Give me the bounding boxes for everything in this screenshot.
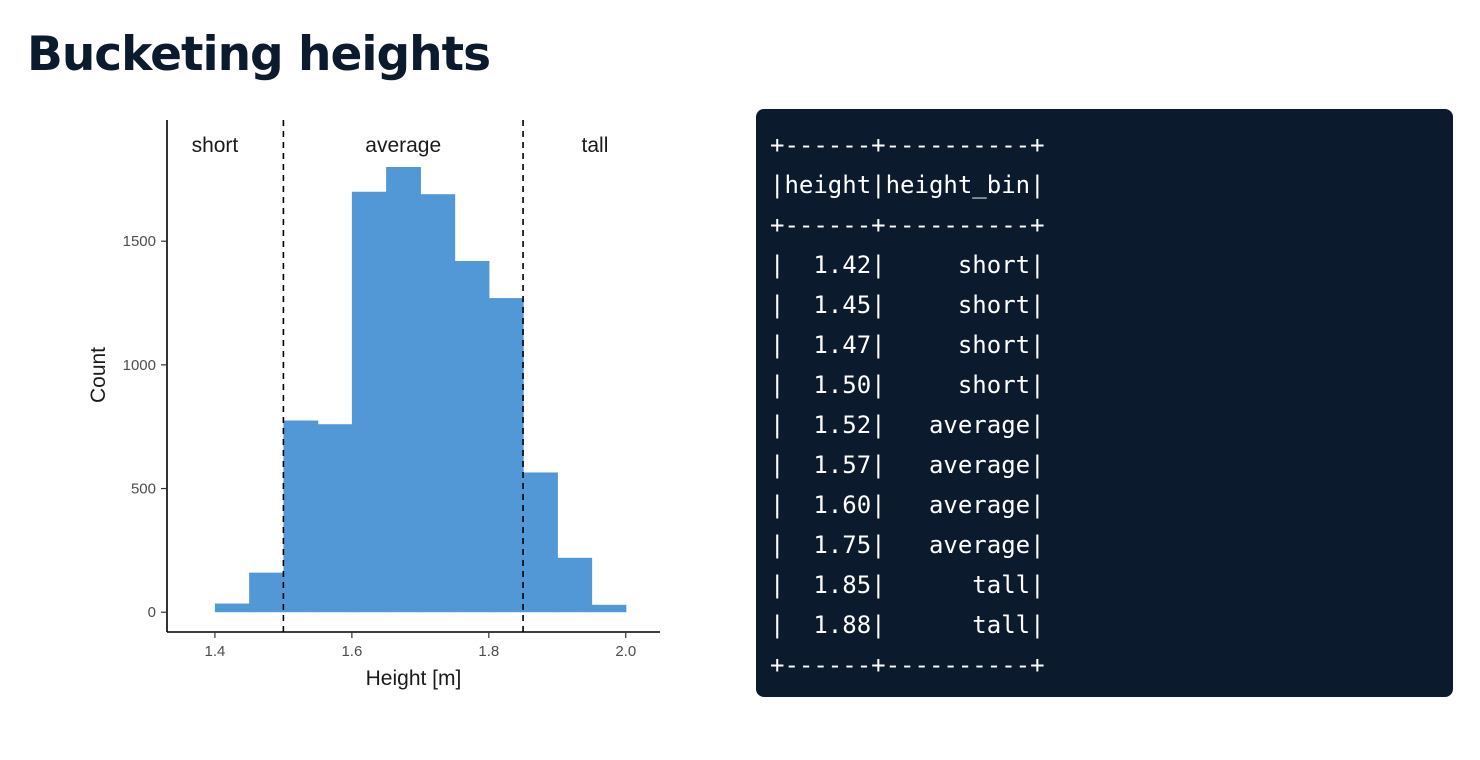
table-row-line: | 1.75| average| (770, 531, 1045, 559)
y-tick-label: 500 (131, 481, 156, 498)
console-output-text: +------+----------+ |height|height_bin| +-… (770, 125, 1045, 685)
table-border-line: +------+----------+ (770, 131, 1045, 159)
slide-title: Bucketing heights (27, 27, 491, 82)
histogram-bar (488, 298, 524, 613)
histogram-bar (557, 557, 593, 613)
histogram-bar (386, 166, 421, 613)
console-output-panel: +------+----------+ |height|height_bin| +-… (756, 109, 1453, 697)
table-row-line: | 1.60| average| (770, 491, 1045, 519)
table-row-line: | 1.45| short| (770, 291, 1045, 319)
x-tick-label: 1.4 (205, 643, 226, 660)
y-tick-label: 0 (148, 604, 156, 621)
region-label-tall: tall (582, 134, 609, 157)
table-header-line: |height|height_bin| (770, 171, 1045, 199)
table-row-line: | 1.50| short| (770, 371, 1045, 399)
table-row-line: | 1.42| short| (770, 251, 1045, 279)
x-tick-label: 1.6 (341, 643, 362, 660)
table-row-line: | 1.85| tall| (770, 571, 1045, 599)
histogram-bar (420, 194, 456, 613)
table-row-line: | 1.52| average| (770, 411, 1045, 439)
histogram-bar (454, 260, 490, 613)
histogram-bar (249, 572, 285, 613)
region-label-average: average (365, 134, 441, 157)
y-axis-label: Count (87, 347, 110, 403)
histogram-bar (214, 603, 250, 613)
x-tick-label: 1.8 (478, 643, 499, 660)
histogram-svg: 0 500 1000 1500 1.4 1.6 1.8 2.0 short average tall… (87, 120, 660, 690)
x-tick-label: 2.0 (615, 643, 636, 660)
histogram-bar (317, 424, 353, 613)
y-tick-label: 1000 (123, 357, 156, 374)
histogram-chart: 0 500 1000 1500 1.4 1.6 1.8 2.0 short average tall… (0, 100, 700, 720)
histogram-bar (523, 472, 558, 613)
x-axis-label: Height [m] (366, 667, 462, 690)
histogram-bar (283, 420, 319, 613)
table-border-line: +------+----------+ (770, 651, 1045, 679)
table-row-line: | 1.47| short| (770, 331, 1045, 359)
table-border-line: +------+----------+ (770, 211, 1045, 239)
histogram-bar (351, 191, 387, 613)
y-tick-label: 1500 (123, 233, 156, 250)
table-row-line: | 1.88| tall| (770, 611, 1045, 639)
table-row-line: | 1.57| average| (770, 451, 1045, 479)
region-label-short: short (192, 134, 239, 157)
histogram-bar (591, 604, 627, 613)
